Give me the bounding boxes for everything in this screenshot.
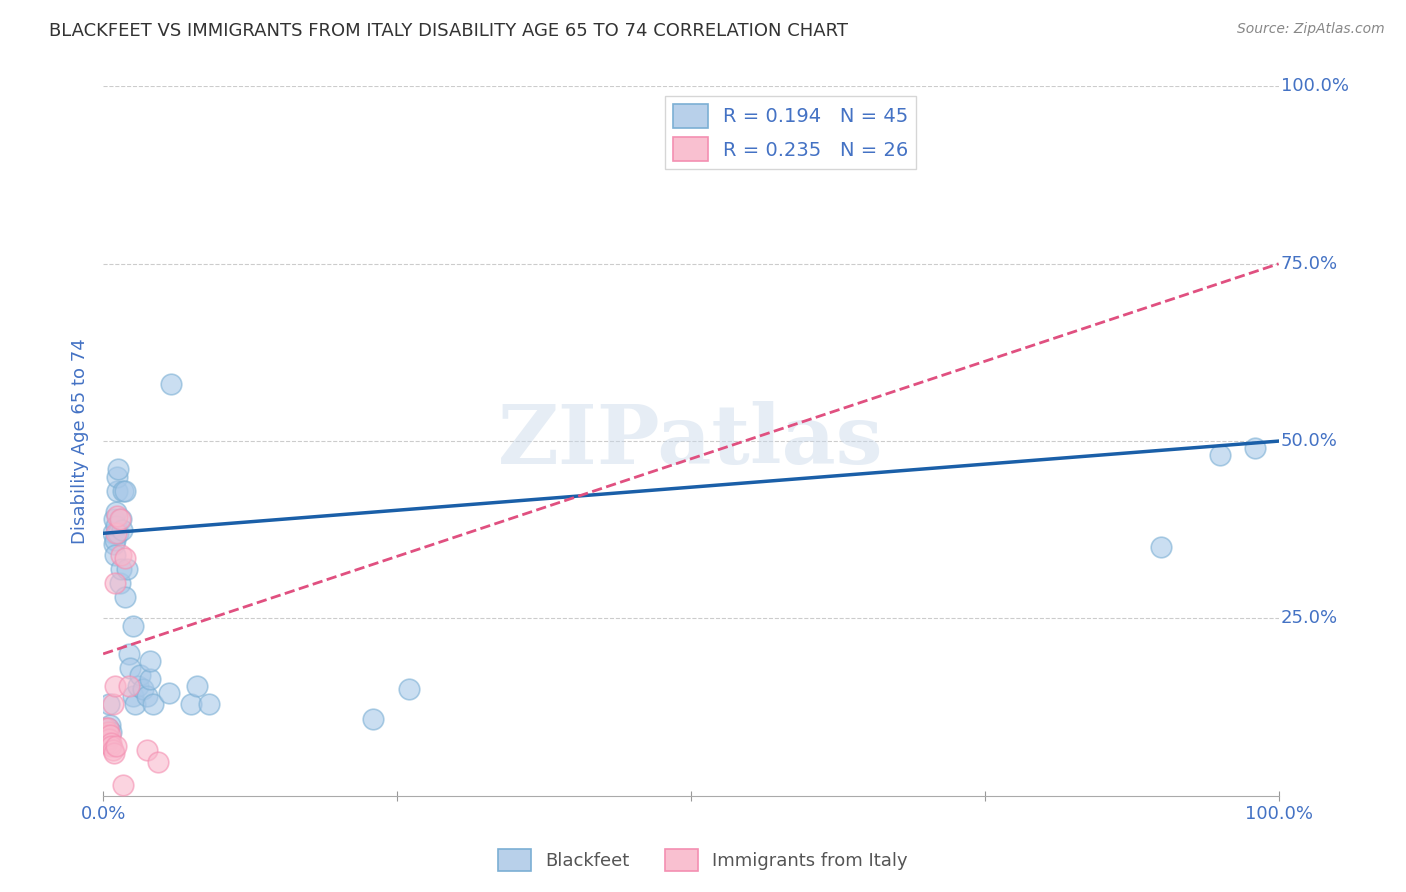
Point <box>114 590 136 604</box>
Point <box>1244 441 1267 455</box>
Point <box>104 548 127 562</box>
Point <box>103 512 125 526</box>
Point <box>110 562 132 576</box>
Point <box>103 746 125 760</box>
Text: BLACKFEET VS IMMIGRANTS FROM ITALY DISABILITY AGE 65 TO 74 CORRELATION CHART: BLACKFEET VS IMMIGRANTS FROM ITALY DISAB… <box>49 22 848 40</box>
Point <box>118 647 141 661</box>
Point <box>105 508 128 523</box>
Point <box>97 722 120 736</box>
Point <box>124 697 146 711</box>
Point <box>157 686 180 700</box>
Point <box>100 735 122 749</box>
Point <box>114 483 136 498</box>
Point <box>128 668 150 682</box>
Text: 25.0%: 25.0% <box>1281 609 1339 627</box>
Point <box>132 682 155 697</box>
Point <box>100 739 122 753</box>
Point <box>121 618 143 632</box>
Point <box>108 512 131 526</box>
Point <box>141 697 163 711</box>
Point <box>180 697 202 711</box>
Text: ZIPatlas: ZIPatlas <box>498 401 883 481</box>
Point <box>118 679 141 693</box>
Point <box>97 725 120 739</box>
Point <box>135 742 157 756</box>
Point <box>105 519 128 533</box>
Point <box>105 505 128 519</box>
Point <box>105 526 128 541</box>
Point <box>105 739 128 753</box>
Point <box>98 718 121 732</box>
Text: Source: ZipAtlas.com: Source: ZipAtlas.com <box>1237 22 1385 37</box>
Point <box>139 654 162 668</box>
Point <box>108 576 131 591</box>
Point <box>104 533 127 548</box>
Point <box>107 462 129 476</box>
Point <box>107 526 129 541</box>
Point <box>98 697 121 711</box>
Point <box>135 690 157 704</box>
Point <box>103 537 125 551</box>
Point <box>115 562 138 576</box>
Text: 100.0%: 100.0% <box>1281 78 1348 95</box>
Point <box>111 523 134 537</box>
Point <box>127 679 149 693</box>
Point <box>110 512 132 526</box>
Point <box>110 548 132 562</box>
Point <box>96 731 118 746</box>
Point <box>93 729 115 743</box>
Point <box>121 690 143 704</box>
Point <box>112 778 135 792</box>
Point <box>186 679 208 693</box>
Point <box>98 731 121 746</box>
Point <box>114 551 136 566</box>
Point <box>94 722 117 736</box>
Point <box>94 729 117 743</box>
Point <box>139 672 162 686</box>
Point <box>101 742 124 756</box>
Legend: R = 0.194   N = 45, R = 0.235   N = 26: R = 0.194 N = 45, R = 0.235 N = 26 <box>665 96 917 169</box>
Legend: Blackfeet, Immigrants from Italy: Blackfeet, Immigrants from Italy <box>491 842 915 879</box>
Text: 75.0%: 75.0% <box>1281 255 1339 273</box>
Point <box>101 697 124 711</box>
Point <box>160 377 183 392</box>
Point <box>100 725 122 739</box>
Point <box>148 755 170 769</box>
Point <box>398 682 420 697</box>
Point <box>98 729 121 743</box>
Point <box>97 722 120 736</box>
Point <box>198 697 221 711</box>
Point <box>1209 448 1232 462</box>
Point <box>120 661 142 675</box>
Point <box>101 526 124 541</box>
Point <box>96 735 118 749</box>
Point <box>363 712 385 726</box>
Point <box>1150 541 1173 555</box>
Point <box>104 576 127 591</box>
Point <box>105 469 128 483</box>
Y-axis label: Disability Age 65 to 74: Disability Age 65 to 74 <box>72 338 89 544</box>
Point <box>112 483 135 498</box>
Text: 50.0%: 50.0% <box>1281 432 1339 450</box>
Point <box>104 679 127 693</box>
Point <box>105 483 128 498</box>
